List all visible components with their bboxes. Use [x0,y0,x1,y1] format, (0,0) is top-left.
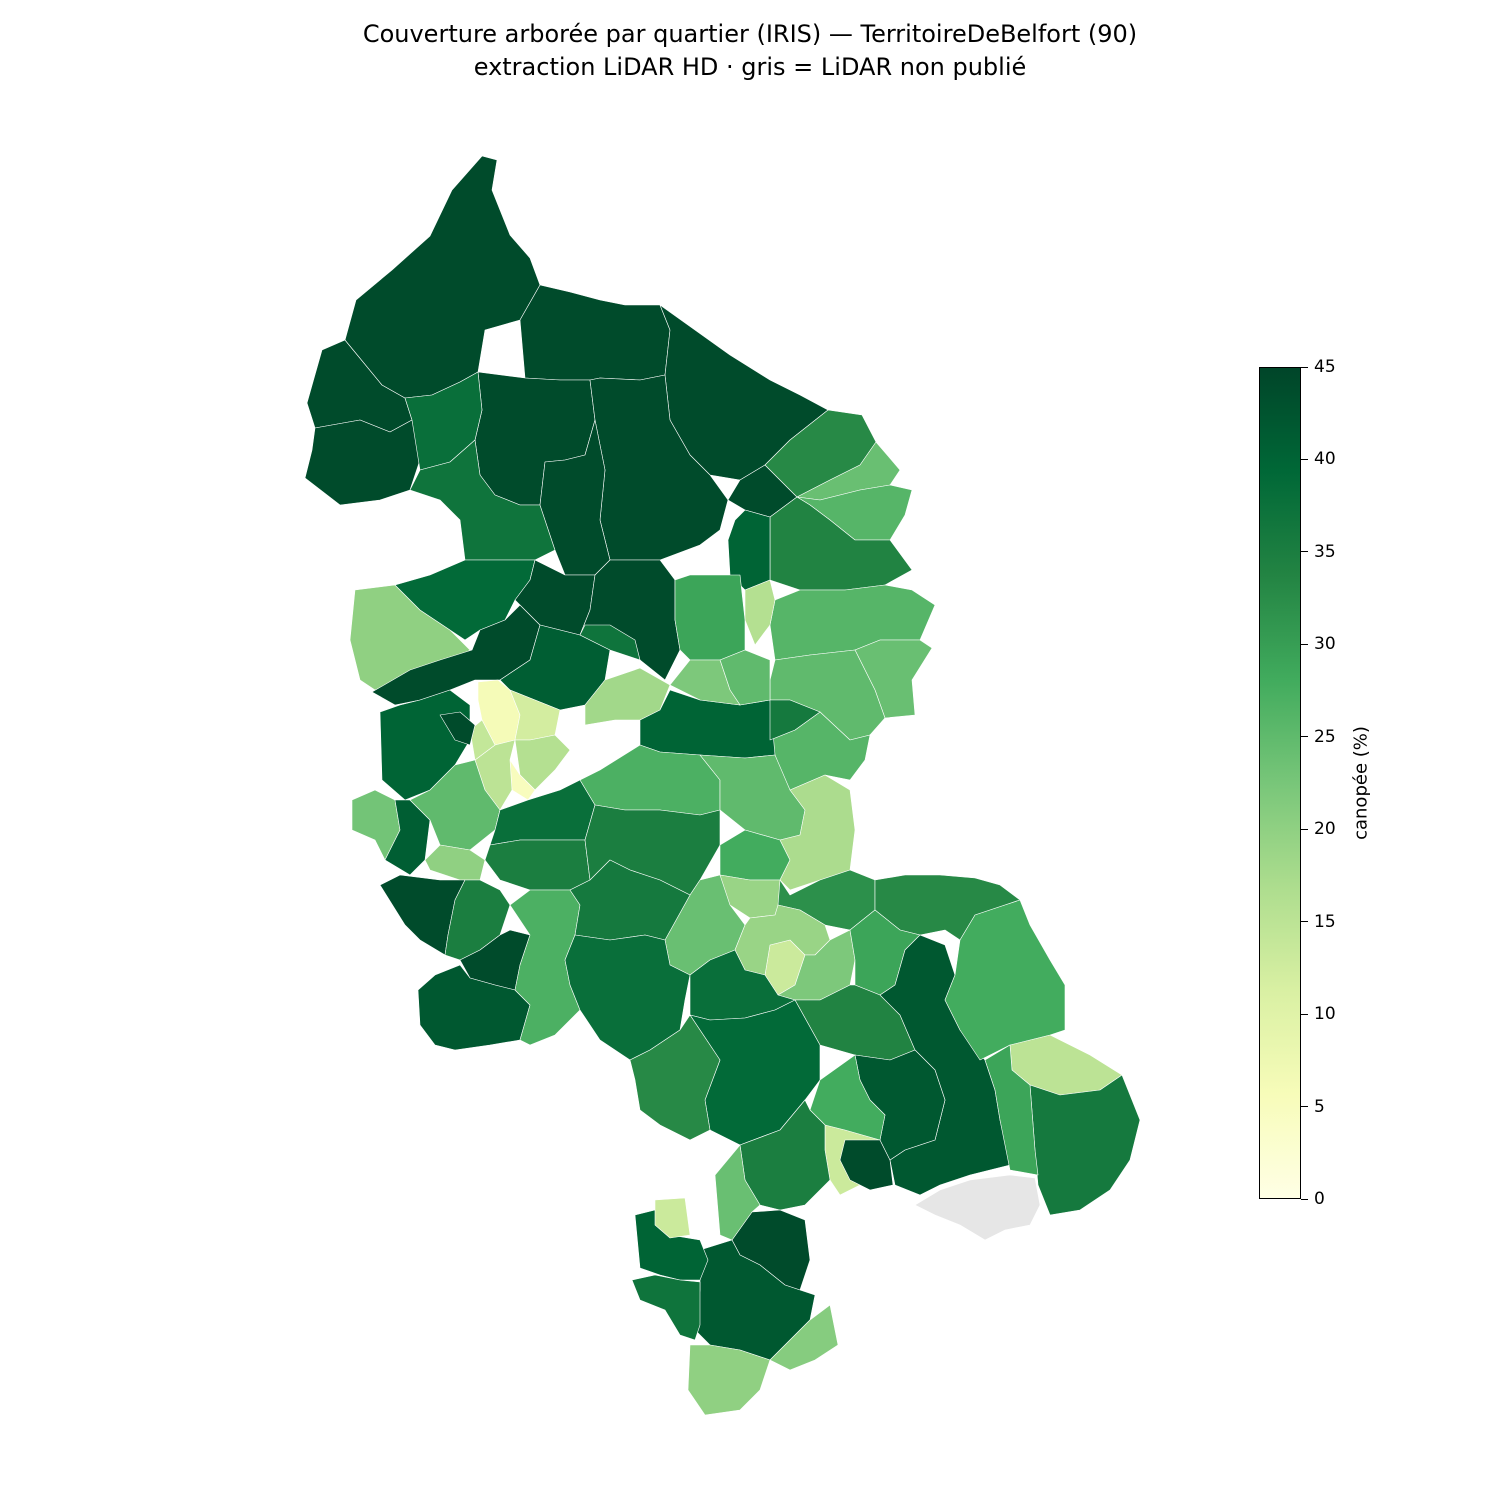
iris-region-center-south-b [484,839,591,891]
iris-region-center-e [769,699,821,741]
iris-region-center-west-a [394,559,536,641]
iris-region-center-f [674,574,746,661]
iris-region-center-south-h [779,774,856,891]
iris-region-south-j [714,1144,761,1241]
colorbar-tick [1301,1106,1308,1108]
iris-region-north-west-mid [404,371,483,471]
iris-region-south-center-a [569,859,691,941]
iris-region-south-i [769,1304,839,1371]
colorbar-tick-label: 0 [1314,1189,1325,1209]
iris-region-south-f [631,1274,701,1341]
iris-region-south-east-c [984,1044,1039,1176]
iris-region-south-east-a [944,899,1066,1061]
colorbar-tick [1301,366,1308,368]
colorbar-tick [1301,736,1308,738]
colorbar-tick [1301,551,1308,553]
colorbar-tick [1301,643,1308,645]
iris-region-south-g [654,1197,691,1239]
iris-region-south-east-b [1029,1074,1141,1216]
iris-region-south-h [687,1344,771,1416]
colorbar [1259,367,1301,1199]
iris-region-center-dark-b [579,559,681,681]
iris-region-north-center-upper [519,284,671,381]
iris-region-north-mid-center2 [539,419,611,576]
colorbar-tick-label: 45 [1314,357,1336,377]
iris-region-west-mid-f [424,844,486,881]
colorbar-tick [1301,921,1308,923]
colorbar-tick-label: 30 [1314,634,1336,655]
iris-region-center-a [499,624,611,711]
iris-region-center-h [669,659,741,706]
colorbar-tick [1301,828,1308,830]
iris-region-south-center-f [629,1014,721,1141]
iris-region-west-mid-b [439,711,476,746]
colorbar-tick [1301,458,1308,460]
iris-region-north-summit [344,155,541,399]
colorbar-tick-label: 15 [1314,911,1336,932]
colorbar-tick-label: 10 [1314,1004,1336,1025]
iris-region-center-b [579,624,641,661]
colorbar-tick-label: 25 [1314,726,1336,747]
colorbar-tick-label: 20 [1314,819,1336,840]
map-subtitle: extraction LiDAR HD · gris = LiDAR non p… [473,53,1027,81]
iris-region-southeast-no-lidar [914,1174,1041,1241]
iris-region-east-mid-light [744,579,776,646]
map-title: Couverture arborée par quartier (IRIS) —… [362,20,1138,48]
colorbar-label: canopée (%) [1350,726,1372,840]
iris-regions [304,155,1141,1416]
iris-region-north-west-upper [304,419,421,506]
colorbar-tick [1301,1198,1308,1200]
colorbar-tick-label: 5 [1314,1096,1325,1117]
iris-region-center-south-c [579,744,721,816]
colorbar-tick [1301,1013,1308,1015]
colorbar-tick-label: 35 [1314,541,1336,562]
colorbar-tick-label: 40 [1314,449,1336,470]
